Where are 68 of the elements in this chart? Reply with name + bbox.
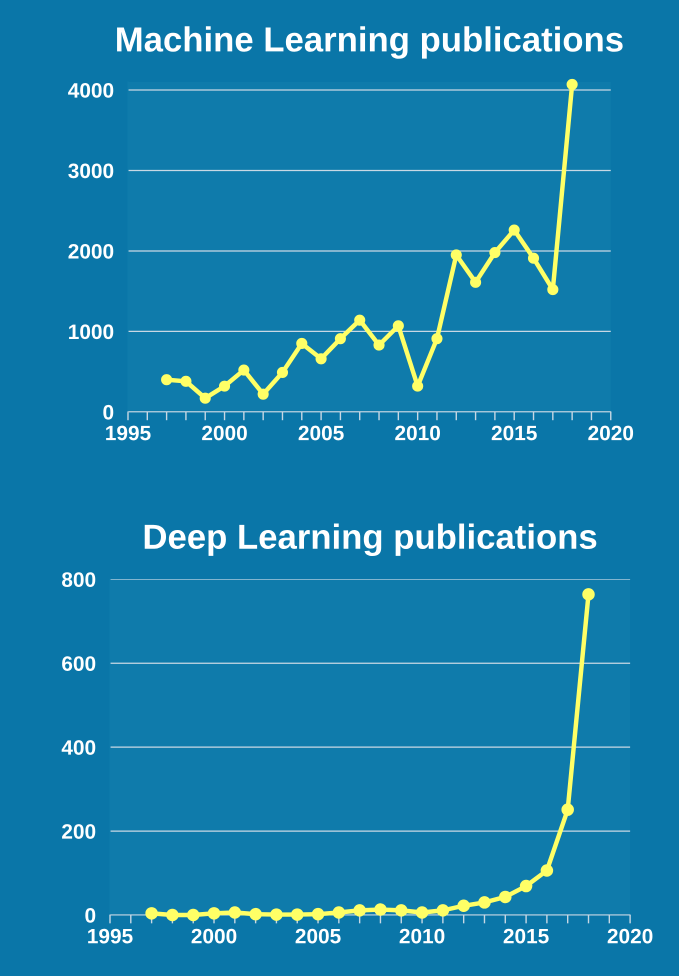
y-tick-label: 3000	[68, 163, 114, 178]
y-tick-label: 200	[62, 824, 96, 839]
x-tick-label: 2000	[202, 426, 247, 440]
point	[499, 890, 512, 904]
x-tick-label: 2010	[400, 928, 444, 944]
point	[412, 380, 424, 392]
chart-title: Deep Learning publications	[144, 524, 596, 556]
y-tick-label: 0	[103, 404, 114, 420]
x-tick-label: 2005	[298, 426, 344, 440]
point	[416, 906, 428, 919]
point	[450, 249, 462, 261]
point	[270, 908, 283, 921]
x-tick-label: 2010	[395, 426, 440, 440]
point	[395, 904, 408, 917]
point	[296, 338, 308, 350]
point	[312, 908, 324, 920]
point	[145, 907, 158, 920]
point	[238, 364, 250, 376]
point	[186, 908, 200, 922]
point	[373, 340, 385, 351]
point	[540, 864, 554, 877]
point	[436, 904, 450, 917]
point	[258, 388, 269, 400]
y-tick-label: 0	[85, 908, 96, 923]
point	[470, 276, 482, 288]
chart-title: Machine Learning publications	[117, 26, 623, 59]
point	[228, 906, 242, 919]
point	[218, 380, 230, 392]
y-tick-label: 2000	[68, 244, 114, 259]
x-tick-label: 2015	[504, 928, 549, 944]
point	[161, 374, 172, 386]
point	[354, 314, 366, 326]
x-tick-label: 1995	[106, 426, 151, 440]
point	[166, 908, 179, 922]
point	[276, 366, 288, 378]
y-tick-label: 800	[62, 572, 96, 588]
point	[547, 284, 558, 296]
x-tick-label: 2020	[588, 426, 634, 440]
point	[457, 900, 470, 912]
x-tick-label: 2000	[192, 928, 236, 944]
y-tick-label: 400	[62, 740, 96, 755]
point	[334, 333, 346, 344]
point	[520, 880, 532, 892]
y-tick-label: 600	[62, 656, 96, 671]
point	[290, 908, 304, 921]
point	[200, 392, 211, 404]
point	[316, 353, 327, 364]
y-tick-label: 4000	[68, 83, 114, 98]
point	[566, 78, 578, 90]
x-tick-label: 2015	[492, 426, 537, 440]
point	[508, 224, 520, 236]
point	[478, 896, 491, 909]
point	[353, 904, 366, 917]
x-tick-label: 1995	[88, 928, 133, 944]
y-tick-label: 1000	[69, 324, 114, 340]
point	[180, 376, 192, 387]
point	[374, 903, 387, 916]
point	[582, 588, 595, 601]
point	[431, 333, 443, 344]
point	[392, 320, 404, 332]
point	[249, 908, 262, 920]
point	[332, 906, 346, 919]
x-tick-label: 2005	[296, 928, 341, 944]
x-tick-label: 2020	[608, 928, 652, 944]
point	[561, 803, 574, 816]
point	[489, 247, 500, 258]
point	[528, 252, 540, 264]
point	[208, 907, 220, 920]
